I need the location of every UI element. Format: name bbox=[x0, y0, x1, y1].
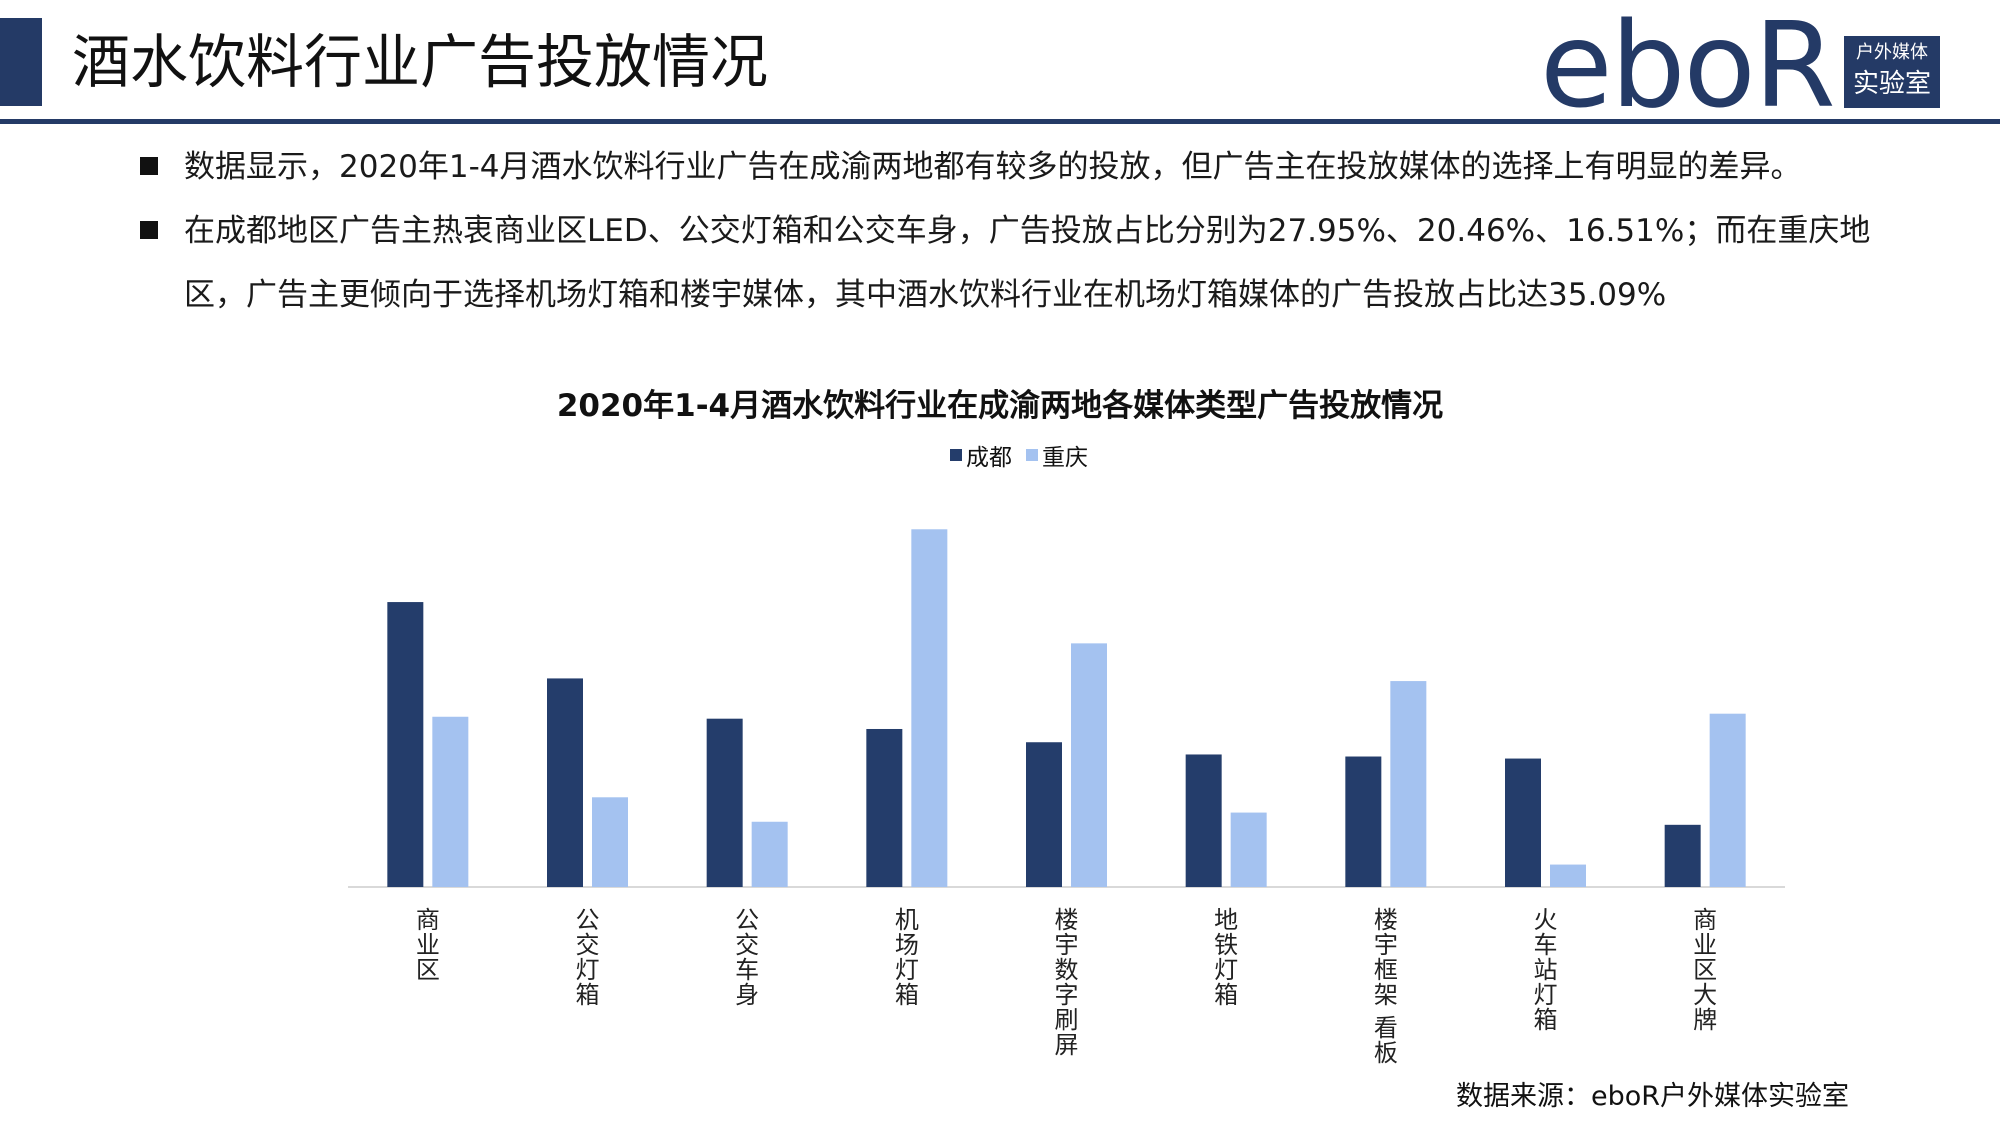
bar-chongqing bbox=[1230, 812, 1267, 887]
bar-chongqing bbox=[751, 821, 788, 887]
bullet-square-icon bbox=[140, 157, 158, 175]
bullet-square-icon bbox=[140, 221, 158, 239]
bar-chongqing bbox=[1709, 713, 1746, 887]
logo-badge: 户外媒体 实验室 bbox=[1844, 36, 1940, 108]
x-tick-label: 楼宇框架 看板 bbox=[1374, 906, 1398, 1067]
ebor-logo: eboR 户外媒体 实验室 bbox=[1540, 6, 1940, 124]
x-tick-label: 公交灯箱 bbox=[576, 906, 600, 1009]
bar-chongqing bbox=[911, 529, 948, 887]
x-tick-label: 机场灯箱 bbox=[895, 906, 919, 1009]
bullet-text: 在成都地区广告主热衷商业区LED、公交灯箱和公交车身，广告投放占比分别为27.9… bbox=[184, 213, 1871, 313]
bar-chongqing bbox=[592, 797, 628, 887]
logo-badge-line2: 实验室 bbox=[1852, 69, 1931, 99]
x-tick-label: 地铁灯箱 bbox=[1214, 906, 1238, 1009]
bullet-text: 数据显示，2020年1-4月酒水饮料行业广告在成渝两地都有较多的投放，但广告主在… bbox=[184, 149, 1802, 185]
x-tick-label: 商业区 bbox=[416, 906, 440, 984]
bar-chengdu bbox=[1026, 742, 1062, 887]
legend-swatch-chengdu bbox=[950, 449, 962, 461]
legend-item-chongqing: 重庆 bbox=[1026, 438, 1088, 472]
bar-chongqing bbox=[1071, 643, 1107, 887]
bar-chengdu bbox=[866, 728, 903, 887]
summary-bullet: 在成都地区广告主热衷商业区LED、公交灯箱和公交车身，广告投放占比分别为27.9… bbox=[140, 199, 1900, 327]
chart-legend: 成都 重庆 bbox=[950, 438, 1102, 472]
data-source-note: 数据来源：eboR户外媒体实验室 bbox=[1456, 1081, 1850, 1112]
title-accent-bar bbox=[0, 18, 42, 106]
legend-swatch-chongqing bbox=[1026, 449, 1038, 461]
x-tick-label: 火车站灯箱 bbox=[1534, 906, 1558, 1034]
logo-wordmark: eboR bbox=[1540, 0, 1836, 134]
chart-title: 2020年1-4月酒水饮料行业在成渝两地各媒体类型广告投放情况 bbox=[556, 388, 1444, 424]
x-tick-label: 楼宇数字刷屏 bbox=[1055, 906, 1079, 1059]
logo-badge-line1: 户外媒体 bbox=[1856, 42, 1928, 63]
bar-chengdu bbox=[1505, 758, 1541, 887]
x-tick-label: 商业区大牌 bbox=[1693, 906, 1717, 1034]
bar-chengdu bbox=[1664, 824, 1701, 887]
legend-label-chongqing: 重庆 bbox=[1042, 445, 1088, 471]
x-tick-label: 公交车身 bbox=[735, 906, 759, 1009]
legend-label-chengdu: 成都 bbox=[966, 445, 1012, 471]
summary-bullets: 数据显示，2020年1-4月酒水饮料行业广告在成渝两地都有较多的投放，但广告主在… bbox=[140, 135, 1900, 345]
bar-chongqing bbox=[1390, 681, 1427, 887]
bar-chengdu bbox=[547, 678, 583, 887]
bar-chongqing bbox=[1550, 864, 1586, 887]
bar-chengdu bbox=[1185, 754, 1222, 887]
bar-chengdu bbox=[706, 718, 743, 887]
summary-bullet: 数据显示，2020年1-4月酒水饮料行业广告在成渝两地都有较多的投放，但广告主在… bbox=[140, 135, 1900, 199]
bar-chengdu bbox=[387, 602, 424, 887]
header-divider bbox=[0, 119, 2000, 124]
legend-item-chengdu: 成都 bbox=[950, 438, 1012, 472]
page-title: 酒水饮料行业广告投放情况 bbox=[72, 28, 769, 96]
bar-chengdu bbox=[1345, 756, 1382, 887]
bar-chongqing bbox=[432, 716, 469, 887]
